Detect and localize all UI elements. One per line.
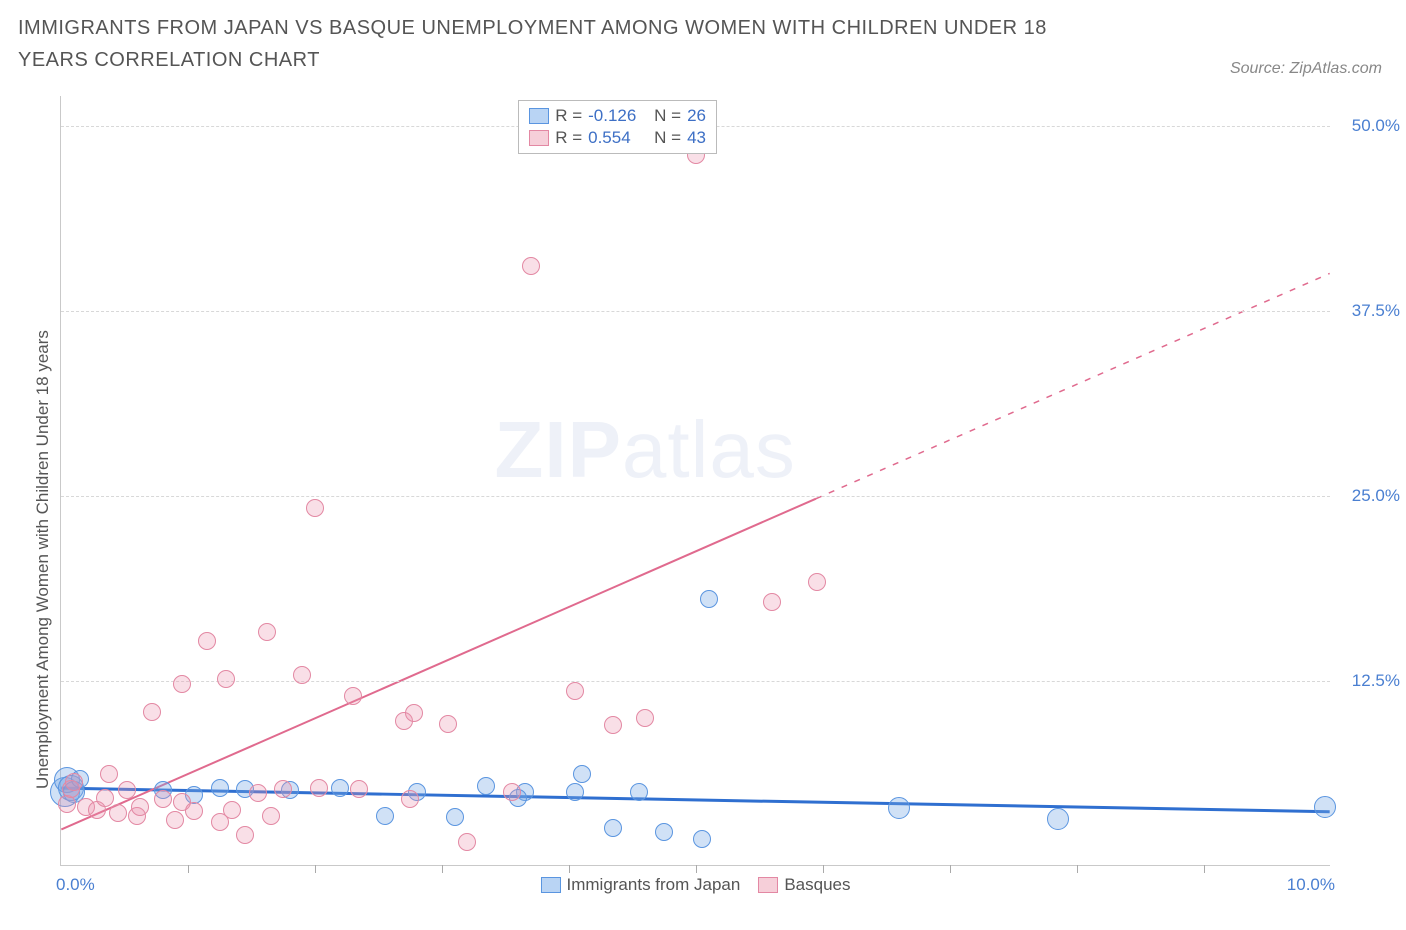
- scatter-point: [198, 632, 216, 650]
- scatter-point: [700, 590, 718, 608]
- scatter-point: [376, 807, 394, 825]
- scatter-point: [118, 781, 136, 799]
- legend-r-value: 0.554: [588, 128, 648, 148]
- legend-label: Basques: [784, 875, 850, 895]
- scatter-point: [262, 807, 280, 825]
- scatter-point: [236, 826, 254, 844]
- scatter-point: [1314, 796, 1336, 818]
- legend-n-value: 26: [687, 106, 706, 126]
- y-axis-title: Unemployment Among Women with Children U…: [33, 330, 53, 789]
- scatter-point: [306, 499, 324, 517]
- scatter-point: [604, 819, 622, 837]
- legend-row: R = -0.126 N = 26: [529, 105, 706, 127]
- x-tick: [315, 865, 316, 873]
- scatter-point: [274, 780, 292, 798]
- scatter-point: [166, 811, 184, 829]
- legend-n-label: N =: [654, 128, 681, 148]
- scatter-point: [344, 687, 362, 705]
- scatter-point: [693, 830, 711, 848]
- legend-label: Immigrants from Japan: [566, 875, 740, 895]
- scatter-point: [655, 823, 673, 841]
- scatter-point: [65, 773, 83, 791]
- legend-r-label: R =: [555, 106, 582, 126]
- scatter-point: [217, 670, 235, 688]
- x-tick: [1204, 865, 1205, 873]
- scatter-point: [96, 789, 114, 807]
- scatter-chart: 12.5%25.0%37.5%50.0%0.0%10.0%Unemploymen…: [60, 96, 1330, 866]
- x-tick: [188, 865, 189, 873]
- scatter-point: [258, 623, 276, 641]
- grid-line: [61, 681, 1330, 682]
- scatter-point: [566, 682, 584, 700]
- legend-n-value: 43: [687, 128, 706, 148]
- x-tick-label: 0.0%: [56, 875, 95, 895]
- x-tick: [1077, 865, 1078, 873]
- series-legend: Immigrants from Japan Basques: [540, 875, 850, 895]
- grid-line: [61, 311, 1330, 312]
- scatter-point: [604, 716, 622, 734]
- scatter-point: [808, 573, 826, 591]
- scatter-point: [477, 777, 495, 795]
- scatter-point: [310, 779, 328, 797]
- scatter-point: [888, 797, 910, 819]
- page-container: IMMIGRANTS FROM JAPAN VS BASQUE UNEMPLOY…: [0, 0, 1406, 930]
- source-value: ZipAtlas.com: [1290, 60, 1382, 77]
- scatter-point: [458, 833, 476, 851]
- scatter-point: [143, 703, 161, 721]
- legend-swatch: [529, 108, 549, 124]
- legend-swatch: [540, 877, 560, 893]
- chart-title: IMMIGRANTS FROM JAPAN VS BASQUE UNEMPLOY…: [18, 12, 1118, 76]
- legend-item: Immigrants from Japan: [540, 875, 740, 895]
- y-tick-label: 12.5%: [1340, 671, 1400, 691]
- y-tick-label: 25.0%: [1340, 486, 1400, 506]
- grid-line: [61, 496, 1330, 497]
- scatter-point: [131, 798, 149, 816]
- watermark: ZIPatlas: [494, 404, 795, 496]
- scatter-point: [109, 804, 127, 822]
- scatter-point: [401, 790, 419, 808]
- scatter-point: [293, 666, 311, 684]
- legend-swatch: [758, 877, 778, 893]
- source-credit: Source: ZipAtlas.com: [1230, 60, 1382, 78]
- scatter-point: [350, 780, 368, 798]
- regression-line-dashed: [816, 273, 1330, 498]
- source-label: Source:: [1230, 60, 1290, 77]
- scatter-point: [249, 784, 267, 802]
- scatter-point: [173, 675, 191, 693]
- scatter-point: [566, 783, 584, 801]
- x-tick: [569, 865, 570, 873]
- legend-item: Basques: [758, 875, 850, 895]
- scatter-point: [331, 779, 349, 797]
- legend-swatch: [529, 130, 549, 146]
- scatter-point: [100, 765, 118, 783]
- scatter-point: [154, 790, 172, 808]
- scatter-point: [573, 765, 591, 783]
- x-tick: [696, 865, 697, 873]
- scatter-point: [503, 783, 521, 801]
- scatter-point: [211, 779, 229, 797]
- regression-line: [61, 499, 816, 830]
- legend-r-label: R =: [555, 128, 582, 148]
- x-tick: [442, 865, 443, 873]
- x-tick: [950, 865, 951, 873]
- scatter-point: [446, 808, 464, 826]
- scatter-point: [185, 802, 203, 820]
- legend-row: R = 0.554 N = 43: [529, 127, 706, 149]
- scatter-point: [439, 715, 457, 733]
- correlation-legend: R = -0.126 N = 26 R = 0.554 N = 43: [518, 100, 717, 154]
- y-tick-label: 50.0%: [1340, 116, 1400, 136]
- scatter-point: [763, 593, 781, 611]
- x-tick: [823, 865, 824, 873]
- scatter-point: [223, 801, 241, 819]
- scatter-point: [522, 257, 540, 275]
- scatter-point: [630, 783, 648, 801]
- trend-lines-layer: [61, 96, 1330, 865]
- legend-r-value: -0.126: [588, 106, 648, 126]
- scatter-point: [636, 709, 654, 727]
- legend-n-label: N =: [654, 106, 681, 126]
- scatter-point: [1047, 808, 1069, 830]
- y-tick-label: 37.5%: [1340, 301, 1400, 321]
- scatter-point: [405, 704, 423, 722]
- x-tick-label: 10.0%: [1287, 875, 1335, 895]
